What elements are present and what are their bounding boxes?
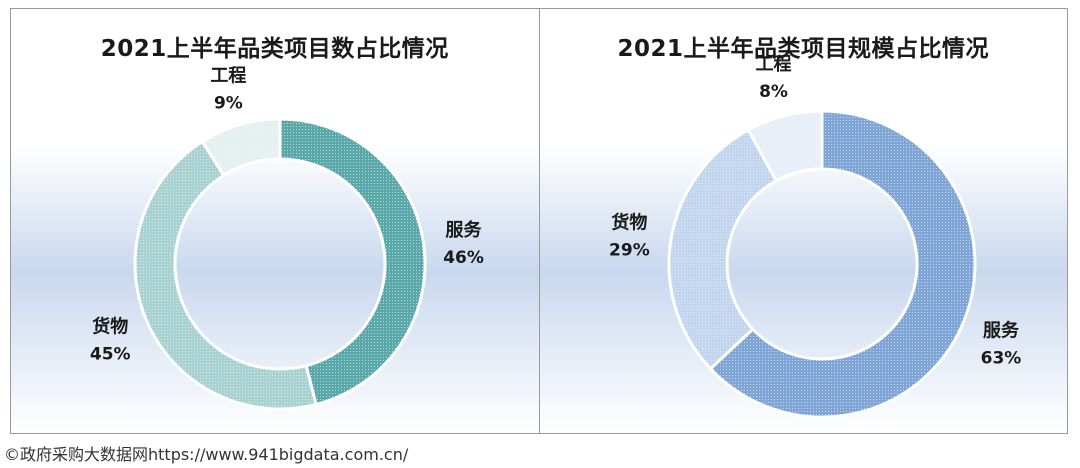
- donut-chart-right: 服务 63% 货物 29% 工程 8%: [609, 54, 1021, 419]
- slice-category-label: 货物: [92, 315, 128, 337]
- slice-value-label: 9%: [214, 93, 243, 113]
- chart-frame: 2021上半年品类项目数占比情况 服务 46% 货物 45% 工程 9% 2021上半年品…: [10, 8, 1068, 434]
- chart-panel-right: 2021上半年品类项目规模占比情况 服务 63% 货物 29% 工程 8%: [538, 9, 1067, 433]
- slice-value-label: 45%: [90, 344, 131, 364]
- slice-category-label: 服务: [446, 219, 483, 241]
- donut-slice-1: [707, 109, 976, 419]
- donut-chart-left: 服务 46% 货物 45% 工程 9%: [90, 65, 484, 411]
- chart-title: 2021上半年品类项目数占比情况: [100, 36, 449, 62]
- footer-copyright: ©政府采购大数据网https://www.941bigdata.com.cn/: [4, 445, 409, 464]
- slice-category-label: 工程: [210, 65, 246, 86]
- chart-title: 2021上半年品类项目规模占比情况: [617, 36, 989, 62]
- slice-value-label: 46%: [443, 248, 484, 268]
- donut-slice-3: [745, 109, 823, 183]
- slice-category-label: 货物: [611, 211, 647, 233]
- slice-category-label: 工程: [755, 54, 791, 75]
- slice-category-label: 服务: [982, 319, 1019, 341]
- donut-slice-2: [133, 139, 318, 411]
- donut-slice-2: [667, 127, 778, 371]
- chart-panel-left: 2021上半年品类项目数占比情况 服务 46% 货物 45% 工程 9%: [11, 9, 539, 433]
- slice-value-label: 29%: [609, 240, 650, 260]
- slice-value-label: 63%: [980, 348, 1021, 368]
- slice-value-label: 8%: [759, 82, 788, 102]
- donut-slice-3: [200, 117, 282, 178]
- donut-slice-1: [278, 117, 427, 407]
